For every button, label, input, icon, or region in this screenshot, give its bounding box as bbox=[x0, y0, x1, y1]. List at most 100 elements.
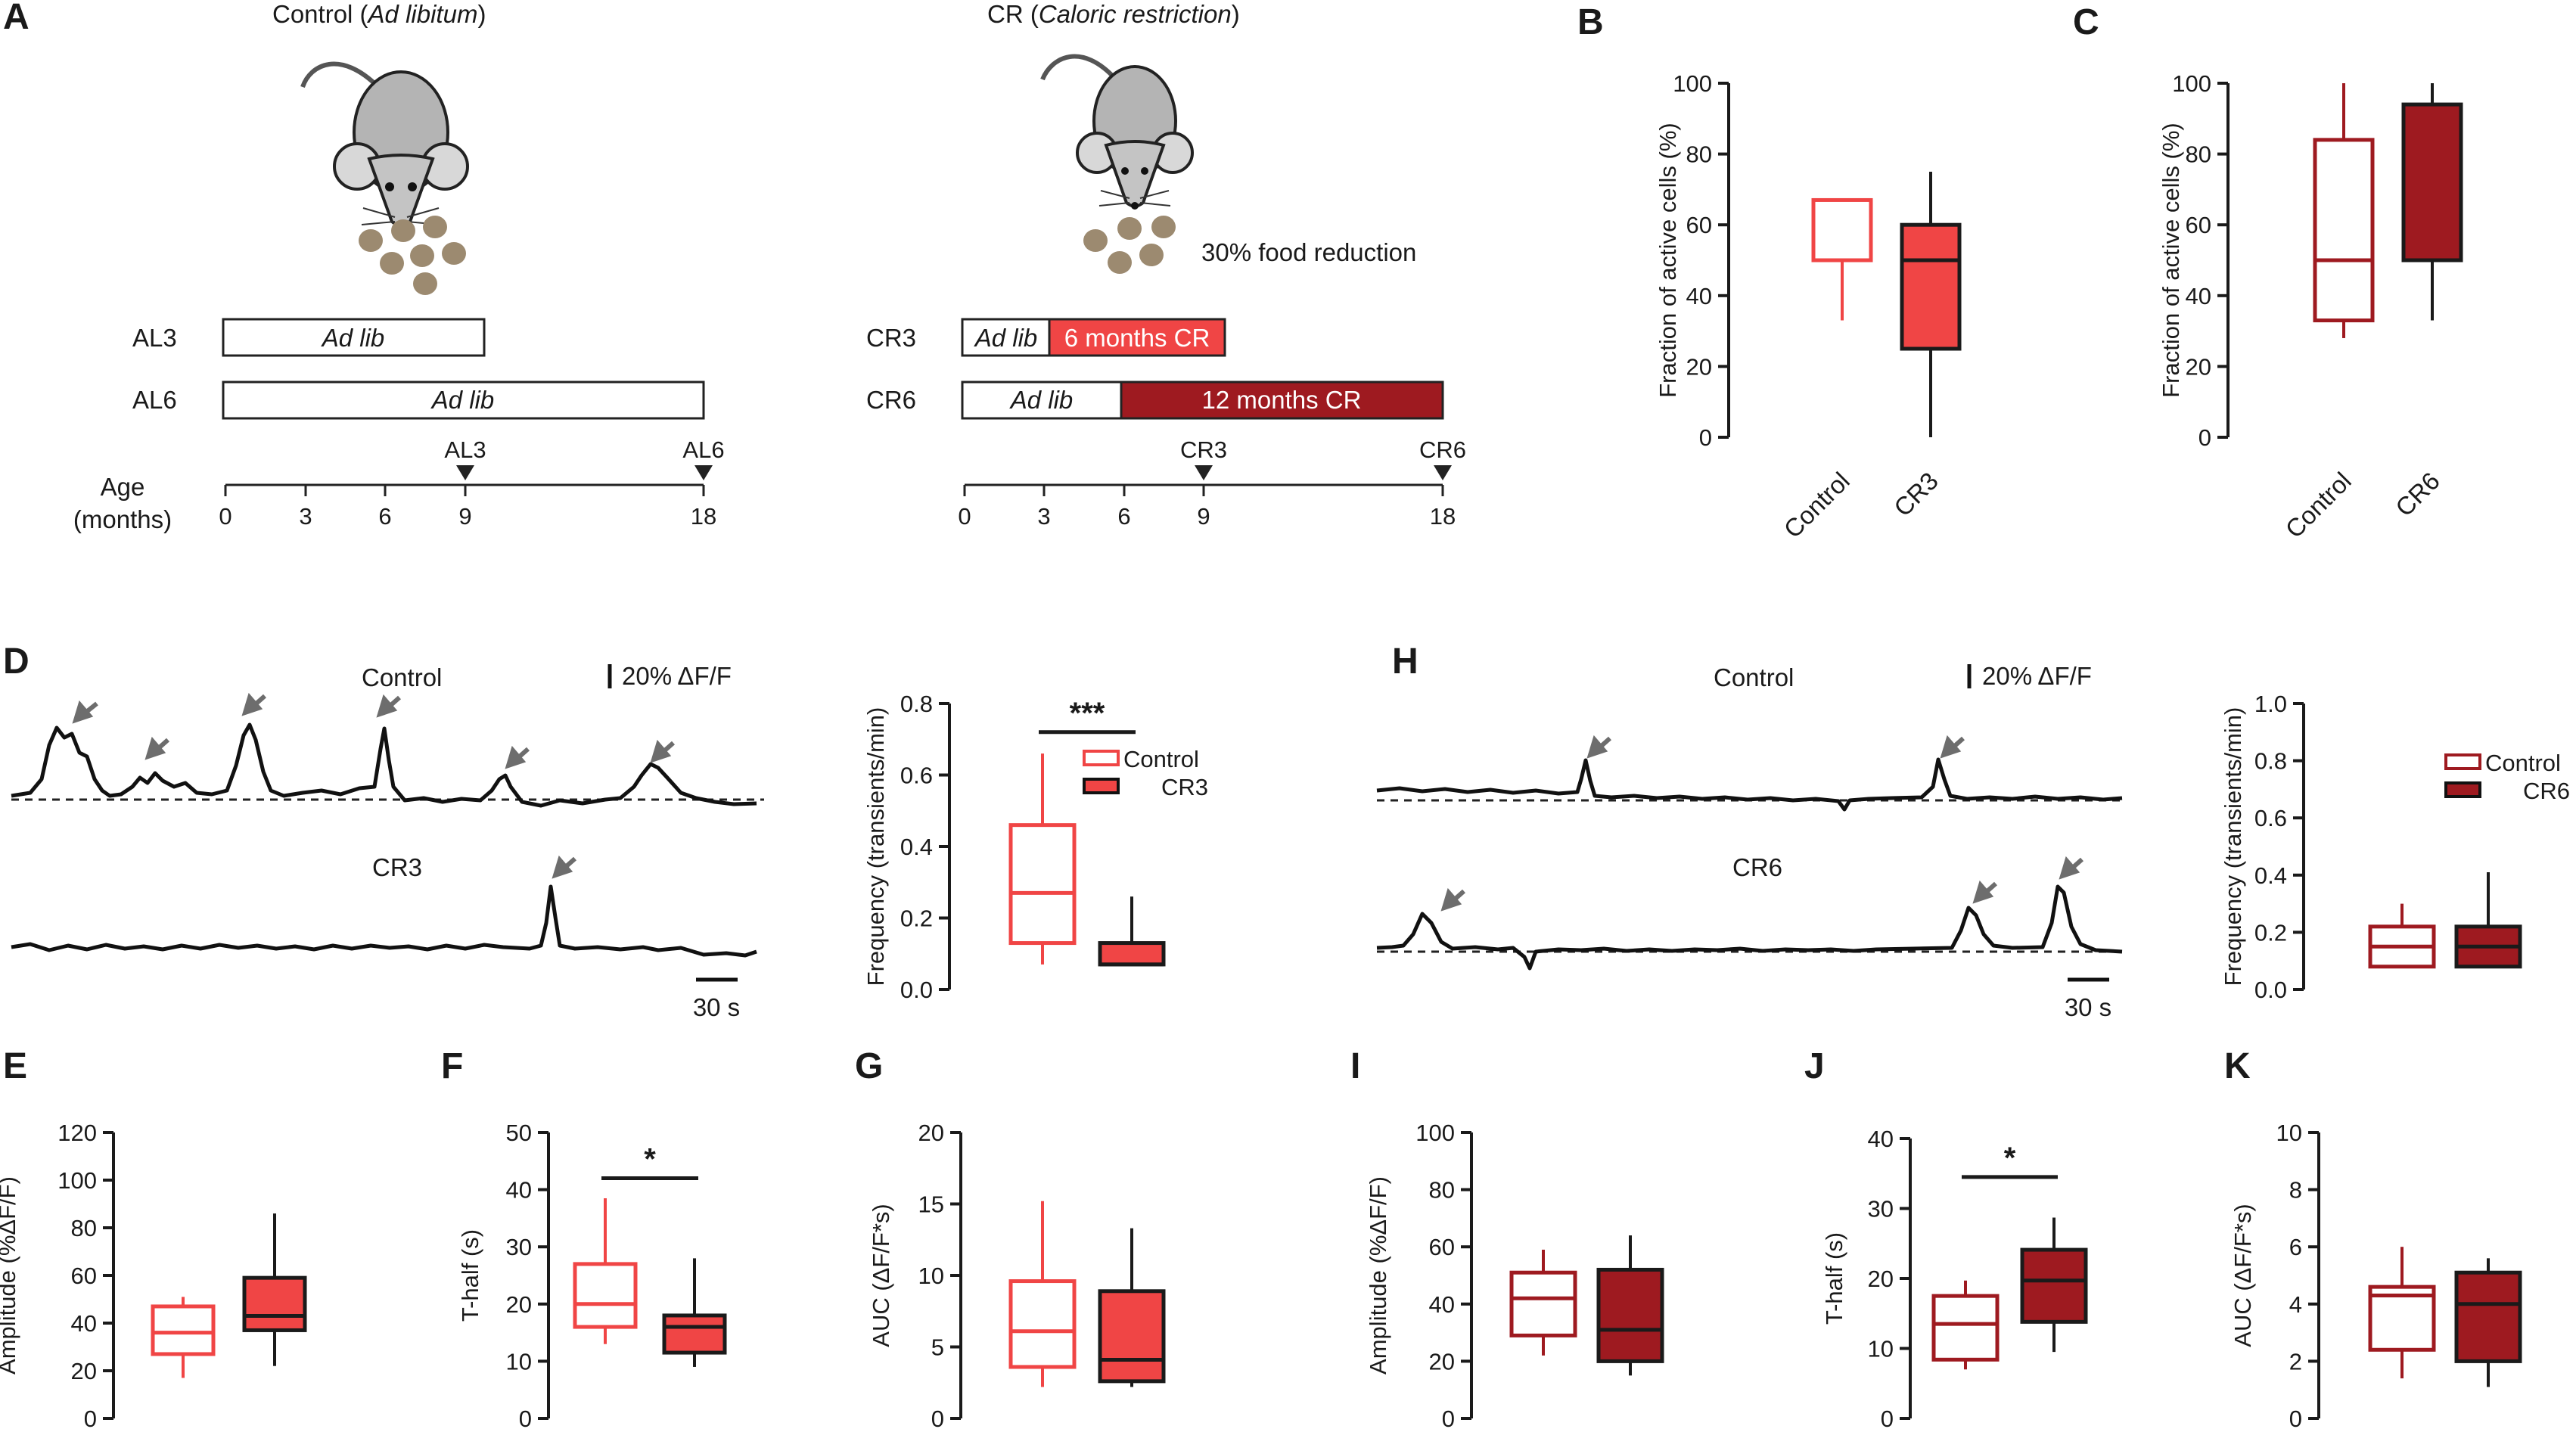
y-tick-label: 30 bbox=[506, 1234, 532, 1260]
age-tick: 9 bbox=[458, 503, 471, 530]
legend-swatch-control bbox=[2444, 753, 2481, 770]
panel-h-traces: H Control 20% ΔF/F CR6 30 s bbox=[1376, 641, 2123, 1021]
panel-letter-j: J bbox=[1804, 1046, 1825, 1086]
panel-letter-b: B bbox=[1577, 2, 1604, 42]
food-reduction-label: 30% food reduction bbox=[1201, 238, 1416, 266]
y-tick-label: 20 bbox=[506, 1291, 532, 1318]
y-tick-label: 10 bbox=[506, 1348, 532, 1375]
y-axis-label: Fraction of active cells (%) bbox=[2158, 123, 2184, 398]
y-tick-label: 20 bbox=[1429, 1348, 1455, 1375]
box-cr6 bbox=[2401, 102, 2463, 263]
legend-label-control: Control bbox=[1123, 746, 1199, 772]
y-axis-label: AUC (ΔF/F*s) bbox=[868, 1204, 894, 1347]
panel-letter-i: I bbox=[1350, 1046, 1360, 1086]
y-tick-label: 0.6 bbox=[900, 763, 933, 789]
category-label: CR3 bbox=[1888, 467, 1944, 522]
mouse-icon bbox=[300, 61, 469, 229]
row-label-cr3: CR3 bbox=[866, 324, 916, 352]
control-title: Control (Ad libitum) bbox=[272, 0, 486, 28]
age-tick: 6 bbox=[378, 503, 391, 530]
age-tick: 6 bbox=[1117, 503, 1130, 530]
category-label: Control bbox=[1779, 467, 1855, 543]
amplitude-scale-label: 20% ΔF/F bbox=[1982, 662, 2092, 690]
chart-j: J 0 10 20 30 40 T-half (s) * bbox=[1804, 1046, 2088, 1429]
marker-label-cr6: CR6 bbox=[1419, 436, 1466, 463]
y-tick-label: 0.0 bbox=[900, 977, 933, 1003]
legend-swatch-cr bbox=[1083, 778, 1120, 794]
y-axis-label: Amplitude (%ΔF/F) bbox=[0, 1176, 20, 1375]
y-tick-label: 100 bbox=[57, 1167, 97, 1194]
box-control bbox=[1931, 1294, 2000, 1362]
y-tick-label: 0.0 bbox=[2254, 977, 2287, 1003]
age-axis bbox=[224, 483, 705, 496]
legend-swatch-control bbox=[1083, 750, 1120, 766]
age-axis bbox=[963, 483, 1444, 496]
box-cr6 bbox=[1596, 1267, 1664, 1363]
y-tick-label: 20 bbox=[918, 1120, 944, 1146]
y-axis-label: T-half (s) bbox=[457, 1229, 483, 1322]
y-tick-label: 30 bbox=[1868, 1196, 1894, 1222]
amplitude-scale-label: 20% ΔF/F bbox=[622, 662, 732, 690]
y-axis-label: Amplitude (%ΔF/F) bbox=[1365, 1176, 1391, 1375]
chart-g: G 0 5 10 15 20 AUC (ΔF/F*s) bbox=[855, 1046, 1166, 1429]
y-tick-label: 80 bbox=[2186, 141, 2211, 168]
marker-label-cr3: CR3 bbox=[1180, 436, 1227, 463]
box-control bbox=[1811, 197, 1873, 263]
box-control bbox=[573, 1262, 638, 1329]
ad-lib-bar bbox=[222, 381, 705, 420]
y-tick-label: 40 bbox=[71, 1310, 97, 1337]
y-tick-label: 8 bbox=[2289, 1177, 2302, 1204]
y-tick-label: 10 bbox=[2276, 1120, 2302, 1146]
y-tick-label: 50 bbox=[506, 1120, 532, 1146]
food-pellets-icon bbox=[359, 216, 466, 295]
y-tick-label: 2 bbox=[2289, 1348, 2302, 1375]
legend-swatch-cr bbox=[2444, 781, 2481, 798]
y-tick-label: 60 bbox=[1429, 1234, 1455, 1260]
box-cr3 bbox=[1098, 941, 1166, 967]
y-tick-label: 0 bbox=[2198, 424, 2211, 451]
y-tick-label: 15 bbox=[918, 1191, 944, 1218]
ad-lib-bar bbox=[222, 318, 486, 357]
y-tick-label: 0 bbox=[2289, 1406, 2302, 1429]
y-tick-label: 20 bbox=[2186, 353, 2211, 380]
y-tick-label: 60 bbox=[71, 1263, 97, 1289]
trace-label-cr: CR3 bbox=[372, 853, 422, 881]
chart-d-frequency: Control CR3 0.0 0.2 0.4 0.6 0.8 Frequency (tr… bbox=[862, 691, 1208, 1003]
box-cr3 bbox=[662, 1313, 727, 1355]
row-label-al3: AL3 bbox=[132, 324, 177, 352]
y-tick-label: 100 bbox=[2172, 70, 2211, 97]
food-pellets-icon bbox=[1083, 216, 1176, 274]
y-tick-label: 80 bbox=[71, 1215, 97, 1241]
row-label-al6: AL6 bbox=[132, 386, 177, 414]
y-axis-label: T-half (s) bbox=[1821, 1232, 1847, 1325]
y-tick-label: 5 bbox=[931, 1334, 944, 1361]
y-axis-label: Frequency (transients/min) bbox=[862, 707, 889, 986]
age-tick: 9 bbox=[1197, 503, 1210, 530]
ad-lib-label: Ad lib bbox=[974, 324, 1038, 352]
y-tick-label: 100 bbox=[1673, 70, 1712, 97]
time-scale-label: 30 s bbox=[2065, 993, 2111, 1021]
time-scale-label: 30 s bbox=[693, 993, 740, 1021]
y-tick-label: 40 bbox=[1686, 283, 1712, 309]
calcium-trace bbox=[11, 722, 757, 808]
box-cr6 bbox=[2020, 1247, 2088, 1324]
y-tick-label: 60 bbox=[1686, 212, 1712, 238]
y-tick-label: 0.2 bbox=[2254, 919, 2287, 946]
age-tick: 18 bbox=[1430, 503, 1456, 530]
y-axis-label: Frequency (transients/min) bbox=[2220, 707, 2246, 986]
box-control bbox=[1509, 1270, 1577, 1337]
ad-lib-label: Ad lib bbox=[321, 324, 385, 352]
cr-bar bbox=[1048, 318, 1226, 357]
significance-label: * bbox=[2004, 1142, 2016, 1175]
y-tick-label: 0 bbox=[519, 1406, 532, 1429]
y-tick-label: 0.4 bbox=[2254, 862, 2287, 889]
legend: Control CR6 bbox=[2444, 750, 2570, 804]
y-tick-label: 0 bbox=[931, 1406, 944, 1429]
y-tick-label: 80 bbox=[1429, 1177, 1455, 1204]
y-tick-label: 10 bbox=[1868, 1336, 1894, 1362]
box-cr3 bbox=[1900, 222, 1962, 351]
box-control bbox=[151, 1304, 216, 1356]
mouse-icon bbox=[1040, 54, 1194, 210]
chart-i: I 0 20 40 60 80 100 Amplitude (%ΔF/F) bbox=[1350, 1046, 1664, 1429]
category-label: Control bbox=[2280, 467, 2357, 543]
